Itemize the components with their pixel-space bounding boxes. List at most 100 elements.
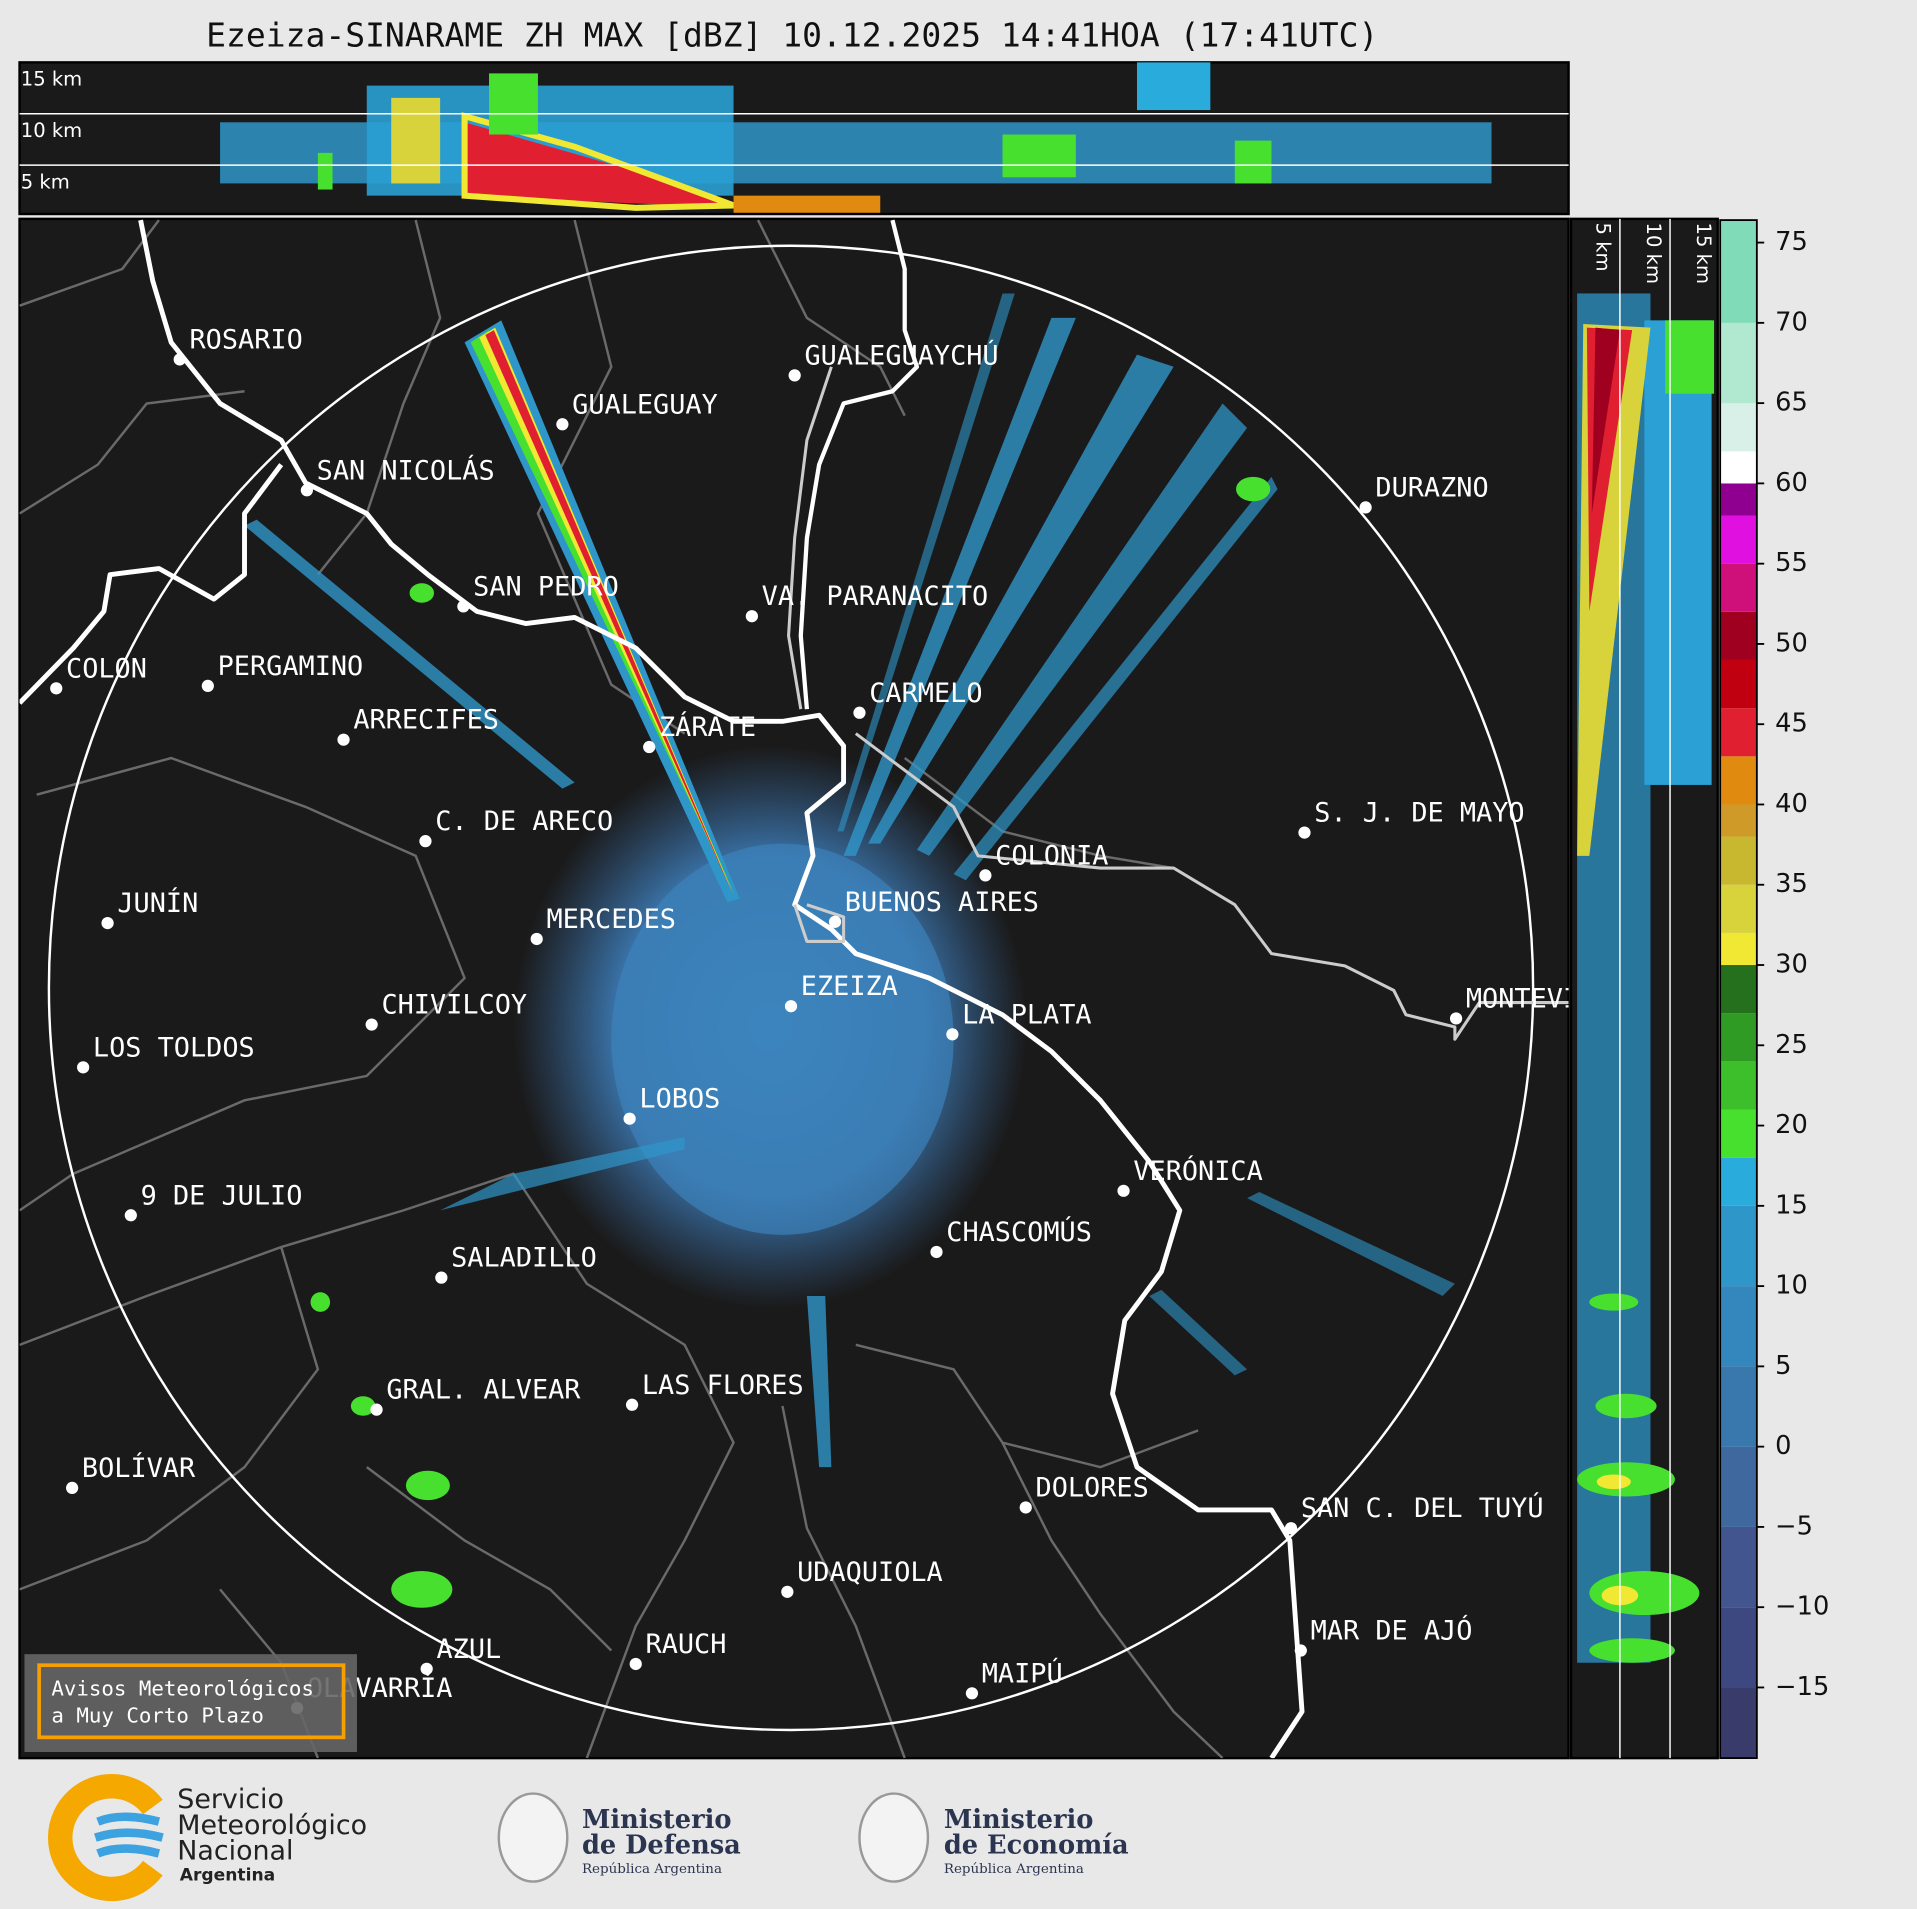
city-dot: [1117, 1184, 1130, 1197]
colorbar-band: [1720, 659, 1757, 709]
colorbar-band: [1720, 1286, 1757, 1367]
colorbar-tick-label: 70: [1775, 307, 1808, 337]
logo-text: Meteorológico: [177, 1810, 367, 1841]
city-label: JUNÍN: [117, 887, 198, 919]
colorbar-band: [1720, 1205, 1757, 1287]
city-label: LAS FLORES: [642, 1370, 804, 1401]
city-dot: [556, 418, 569, 431]
range-ring: [47, 244, 1535, 1732]
colorbar-tick-label: −5: [1775, 1511, 1813, 1541]
colorbar-band: [1720, 836, 1757, 885]
city-label: ZÁRATE: [659, 711, 756, 743]
city-dot: [365, 1018, 378, 1031]
colorbar-tick-label: 75: [1775, 227, 1808, 257]
city-dot: [337, 733, 350, 746]
colorbar-band: [1720, 451, 1757, 484]
warning-text[interactable]: a Muy Corto Plazo: [51, 1704, 264, 1728]
logo-text: República Argentina: [582, 1862, 722, 1877]
warning-box[interactable]: Avisos Meteorológicos a Muy Corto Plazo: [24, 1654, 357, 1752]
logo-text: Ministerio: [944, 1805, 1094, 1835]
logo-text: República Argentina: [944, 1862, 1084, 1877]
colorbar-tick-label: 60: [1775, 468, 1808, 498]
colorbar-frame: [1719, 219, 1758, 1760]
city-label: LOBOS: [639, 1084, 720, 1115]
city-dot: [50, 682, 63, 695]
city-label: ARRECIFES: [353, 705, 499, 736]
colorbar-band: [1720, 1013, 1757, 1062]
colorbar-tick-label: 50: [1775, 628, 1808, 658]
colorbar-band: [1720, 1366, 1757, 1447]
city-label: BOLÍVAR: [82, 1452, 196, 1484]
logo-text: de Economía: [944, 1830, 1129, 1860]
city-label: MAR DE AJÓ: [1311, 1615, 1473, 1647]
city-label: EZEIZA: [801, 971, 898, 1002]
city-label: PERGAMINO: [218, 651, 364, 682]
city-dot: [201, 679, 214, 693]
logo-text: Nacional: [177, 1836, 293, 1867]
city-label: RAUCH: [646, 1629, 727, 1660]
city-dot: [828, 915, 842, 928]
colorbar-band: [1720, 932, 1757, 966]
height-label: 5 km: [1592, 223, 1615, 272]
height-label: 15 km: [1692, 223, 1715, 284]
city-label: LOS TOLDOS: [93, 1032, 255, 1063]
city-label: SAN PEDRO: [473, 571, 619, 602]
city-label: CHASCOMÚS: [946, 1216, 1092, 1248]
colorbar-tick-label: −15: [1775, 1672, 1829, 1702]
logo-text: Servicio: [177, 1784, 284, 1815]
colorbar-band: [1720, 322, 1757, 404]
colorbar-band: [1720, 1109, 1757, 1158]
colorbar-band: [1720, 708, 1757, 757]
city-label: DURAZNO: [1375, 472, 1488, 503]
city-label: GUALEGUAYCHÚ: [804, 339, 998, 371]
city-label: VA. PARANACITO: [762, 581, 989, 612]
colorbar-tick-label: 10: [1775, 1271, 1808, 1301]
top-panel: 15 km 10 km 5 km: [18, 61, 1570, 216]
side-panel: 5 km 10 km 15 km: [1569, 217, 1719, 1760]
city-dot: [623, 1112, 636, 1125]
smn-logo: Servicio Meteorológico Nacional Argentin…: [48, 1774, 367, 1902]
city-dot: [419, 835, 432, 848]
city-dot: [457, 600, 470, 613]
borders: [19, 219, 1224, 1759]
colorbar-band: [1720, 515, 1757, 564]
city-dot: [946, 1028, 959, 1041]
city-dot: [781, 1585, 794, 1598]
city-dot: [1284, 1522, 1298, 1535]
city-label: SAN NICOLÁS: [317, 454, 495, 486]
city-dot: [784, 1000, 798, 1013]
height-label: 5 km: [21, 170, 70, 193]
defensa-logo: Ministerio de Defensa República Argentin…: [497, 1792, 741, 1883]
city-label: SAN C. DEL TUYÚ: [1301, 1492, 1544, 1524]
city-dot: [853, 706, 866, 719]
title: Ezeiza-SINARAME ZH MAX [dBZ] 10.12.2025 …: [206, 15, 1378, 54]
city-dot: [979, 869, 992, 882]
city-label: DOLORES: [1036, 1472, 1149, 1503]
city-label: GUALEGUAY: [572, 389, 718, 420]
city-dot: [930, 1245, 943, 1259]
city-label: MERCEDES: [546, 904, 675, 935]
city-dot: [173, 353, 186, 366]
colorbar-tick-label: 30: [1775, 950, 1808, 980]
city-dot: [66, 1481, 79, 1495]
city-dot: [77, 1061, 90, 1074]
colorbar-tick-label: 65: [1775, 388, 1808, 418]
city-dot: [370, 1403, 383, 1416]
coastline: [19, 219, 1569, 1759]
city-dot: [745, 610, 758, 623]
logo-text: Argentina: [180, 1865, 275, 1885]
colorbar-band: [1720, 1526, 1757, 1608]
city-dot: [629, 1657, 642, 1671]
city-label: CARMELO: [869, 678, 982, 709]
colorbar-tick-label: 25: [1775, 1030, 1808, 1060]
city-dot: [965, 1687, 979, 1700]
city-label: S. J. DE MAYO: [1314, 798, 1524, 829]
warning-text[interactable]: Avisos Meteorológicos: [51, 1677, 314, 1701]
city-label: CHIVILCOY: [381, 990, 527, 1021]
city-label: AZUL: [436, 1634, 501, 1665]
logo-text: de Defensa: [582, 1830, 741, 1860]
colorbar-tick-label: 40: [1775, 789, 1808, 819]
colorbar-tick-label: −10: [1775, 1592, 1829, 1622]
